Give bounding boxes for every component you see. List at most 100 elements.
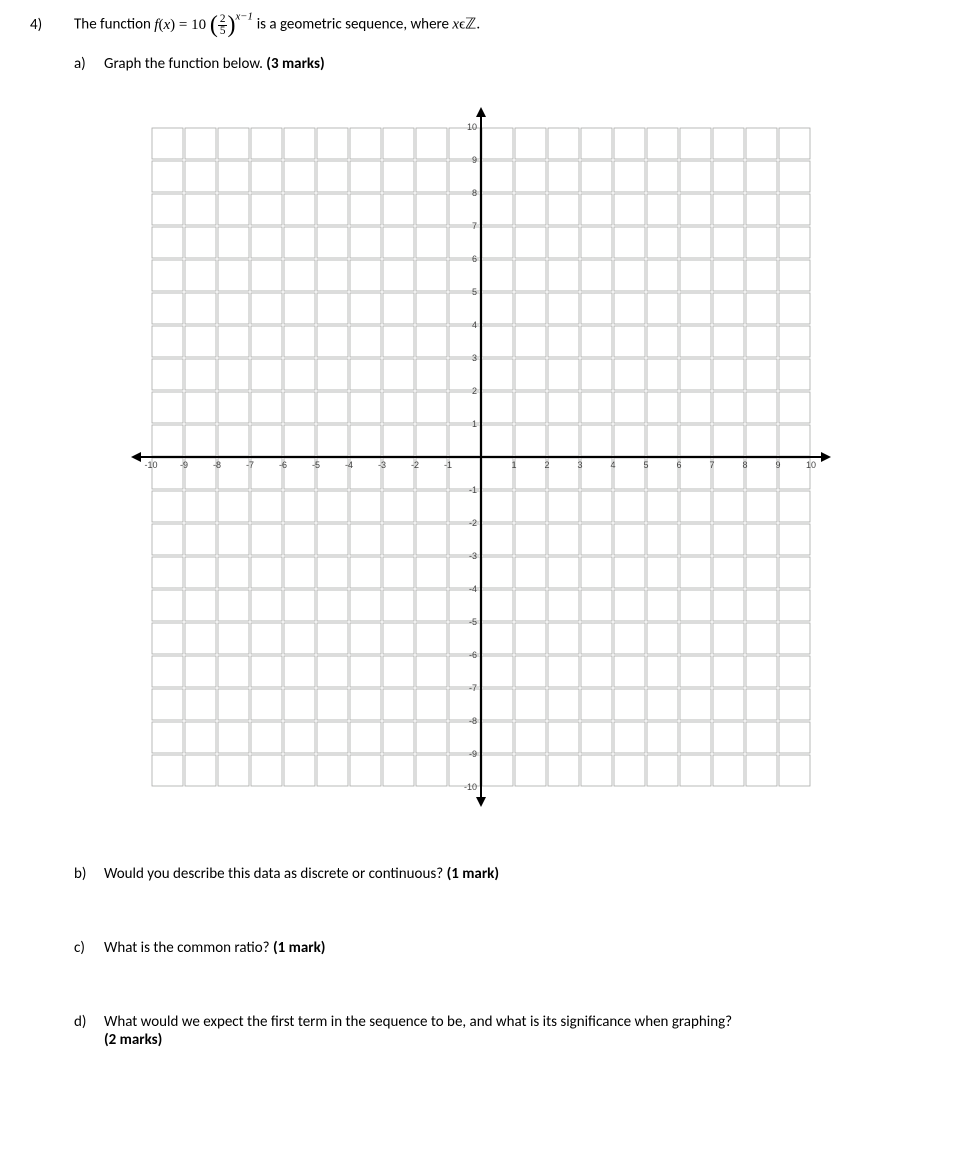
- grid-cell: [317, 227, 348, 258]
- grid-cell: [482, 227, 513, 258]
- grid-cell: [317, 392, 348, 423]
- grid-cell: [680, 227, 711, 258]
- x-tick-label: 9: [775, 460, 780, 470]
- grid-cell: [383, 194, 414, 225]
- grid-cell: [548, 722, 579, 753]
- grid-cell: [746, 689, 777, 720]
- grid-cell: [647, 260, 678, 291]
- grid-cell: [779, 491, 810, 522]
- y-tick-label: 8: [472, 188, 477, 198]
- grid-cell: [713, 590, 744, 621]
- grid-cell: [548, 359, 579, 390]
- grid-cell: [680, 623, 711, 654]
- grid-cell: [614, 656, 645, 687]
- grid-cell: [548, 392, 579, 423]
- grid-cell: [383, 557, 414, 588]
- x-tick-label: 5: [643, 460, 648, 470]
- grid-cell: [350, 590, 381, 621]
- grid-cell: [746, 227, 777, 258]
- grid-cell: [251, 425, 282, 456]
- grid-cell: [680, 161, 711, 192]
- grid-cell: [779, 260, 810, 291]
- grid-cell: [152, 194, 183, 225]
- grid-cell: [515, 656, 546, 687]
- grid-cell: [746, 557, 777, 588]
- grid-cell: [713, 689, 744, 720]
- grid-cell: [284, 491, 315, 522]
- grid-cell: [284, 590, 315, 621]
- grid-cell: [482, 491, 513, 522]
- grid-cell: [779, 128, 810, 159]
- grid-cell: [218, 194, 249, 225]
- grid-cell: [482, 689, 513, 720]
- grid-cell: [350, 425, 381, 456]
- part-d: d) What would we expect the first term i…: [74, 1013, 932, 1049]
- grid-cell: [317, 689, 348, 720]
- grid-cell: [680, 425, 711, 456]
- grid-cell: [746, 392, 777, 423]
- grid-cell: [680, 293, 711, 324]
- grid-cell: [284, 128, 315, 159]
- y-tick-label: 7: [472, 221, 477, 231]
- grid-cell: [185, 161, 216, 192]
- q-text-before: The function: [74, 16, 154, 34]
- x-tick-label: 3: [577, 460, 582, 470]
- x-tick-label: -3: [378, 460, 386, 470]
- grid-cell: [614, 755, 645, 786]
- grid-cell: [548, 326, 579, 357]
- grid-cell: [647, 425, 678, 456]
- grid-cell: [515, 227, 546, 258]
- grid-cell: [383, 128, 414, 159]
- grid-cell: [548, 194, 579, 225]
- grid-cell: [152, 590, 183, 621]
- x-tick-label: -1: [444, 460, 452, 470]
- grid-cell: [218, 722, 249, 753]
- grid-cell: [416, 524, 447, 555]
- grid-cell: [713, 293, 744, 324]
- grid-cell: [185, 491, 216, 522]
- x-tick-label: -9: [180, 460, 188, 470]
- grid-cell: [515, 689, 546, 720]
- grid-cell: [779, 755, 810, 786]
- y-tick-label: 4: [472, 320, 477, 330]
- grid-cell: [548, 425, 579, 456]
- grid-cell: [317, 755, 348, 786]
- grid-cell: [317, 293, 348, 324]
- grid-cell: [515, 623, 546, 654]
- grid-cell: [647, 128, 678, 159]
- grid-cell: [713, 260, 744, 291]
- y-tick-label: -9: [469, 749, 477, 759]
- grid-cell: [350, 524, 381, 555]
- grid-cell: [746, 359, 777, 390]
- grid-cell: [284, 458, 315, 489]
- grid-cell: [317, 623, 348, 654]
- grid-cell: [152, 326, 183, 357]
- grid-cell: [350, 194, 381, 225]
- part-b-marks: (1 mark): [447, 865, 499, 883]
- y-tick-label: 3: [472, 353, 477, 363]
- grid-cell: [680, 524, 711, 555]
- grid-cell: [779, 425, 810, 456]
- grid-cell: [251, 590, 282, 621]
- grid-cell: [350, 755, 381, 786]
- grid-cell: [746, 590, 777, 621]
- grid-cell: [581, 557, 612, 588]
- grid-cell: [746, 755, 777, 786]
- grid-cell: [251, 260, 282, 291]
- grid-cell: [251, 656, 282, 687]
- grid-cell: [515, 293, 546, 324]
- grid-cell: [317, 557, 348, 588]
- grid-cell: [515, 128, 546, 159]
- axis-arrow-down: [476, 797, 486, 807]
- grid-cell: [482, 161, 513, 192]
- grid-cell: [482, 194, 513, 225]
- grid-cell: [779, 656, 810, 687]
- grid-cell: [317, 359, 348, 390]
- grid-cell: [350, 161, 381, 192]
- grid-cell: [482, 623, 513, 654]
- grid-cell: [746, 161, 777, 192]
- x-tick-label: -7: [246, 460, 254, 470]
- grid-cell: [548, 524, 579, 555]
- grid-cell: [317, 161, 348, 192]
- grid-cell: [152, 128, 183, 159]
